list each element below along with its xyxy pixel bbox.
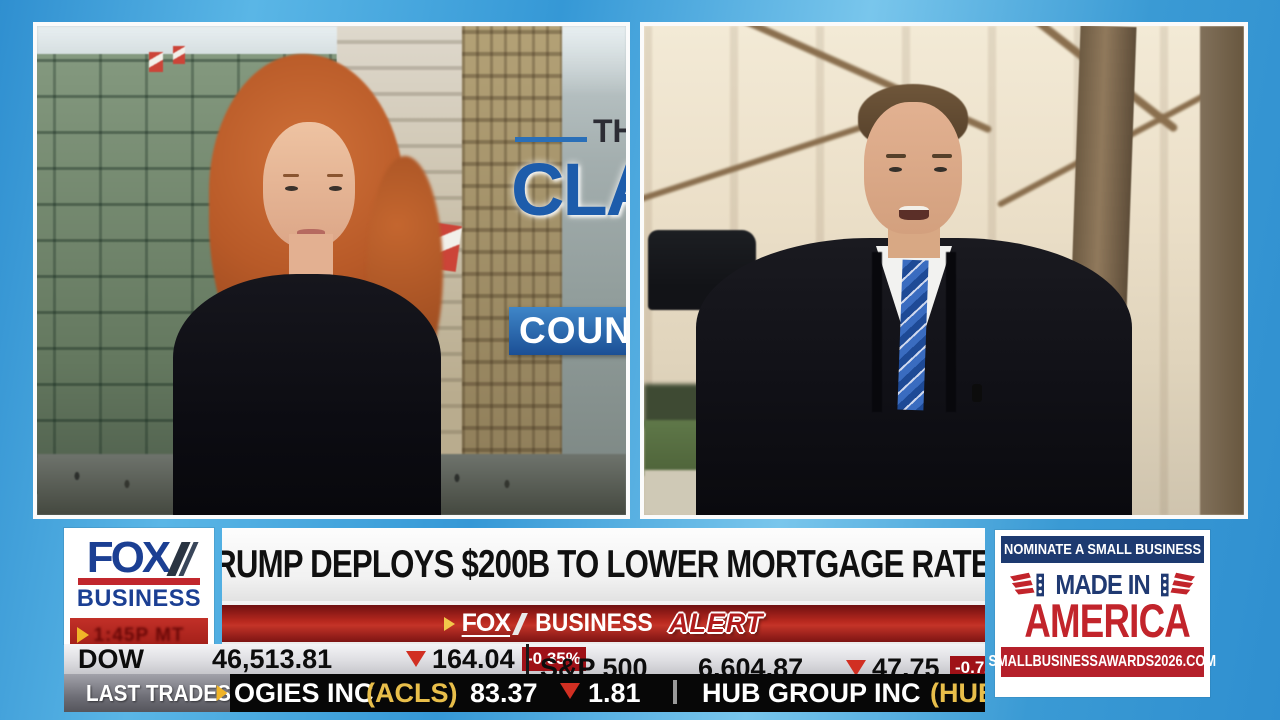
trades-divider: [673, 680, 677, 704]
index-change: 47.75: [872, 653, 940, 674]
guest-eye: [889, 167, 902, 172]
down-arrow-icon: [846, 660, 866, 674]
index-symbol: S&P 500: [540, 653, 648, 674]
fox-logo-underline: [78, 578, 200, 585]
broadcast-time: 1:45P MT: [93, 625, 185, 646]
trade-name: OGIES INC: [234, 678, 374, 708]
trade-symbol: (ACLS): [366, 678, 458, 708]
alert-business-text: BUSINESS: [535, 609, 653, 637]
last-trades-ticker: LAST TRADES OGIES INC (ACLS) 83.37 1.81 …: [64, 674, 985, 712]
index-pct-badge: -0.72%: [950, 656, 985, 674]
fox-slash-icon: [512, 612, 528, 635]
last-trades-label: LAST TRADES: [86, 679, 231, 706]
tree-trunk: [1200, 26, 1244, 515]
headline-bar: TRUMP DEPLOYS $200B TO LOWER MORTGAGE RA…: [222, 528, 985, 601]
trade-name: HUB GROUP INC: [702, 678, 921, 708]
guest-eyebrow: [886, 154, 906, 158]
fox-logo: FOX: [64, 533, 214, 582]
guest-eyebrow: [932, 154, 952, 158]
anchor-eyebrow: [283, 174, 299, 177]
down-arrow-icon: [406, 651, 426, 667]
lower-third-banner: TRUMP DEPLOYS $200B TO LOWER MORTGAGE RA…: [222, 528, 985, 644]
promo-title-line1: MADE IN: [1055, 569, 1150, 600]
flag-wing-icon: [1009, 572, 1044, 597]
trades-scroll-band: OGIES INC (ACLS) 83.37 1.81 HUB GROUP IN…: [230, 674, 985, 712]
promo-url-bar: SMALLBUSINESSAWARDS2026.COM: [989, 647, 1216, 677]
guest-remote-video: [640, 22, 1248, 519]
anchor-eyebrow: [327, 174, 343, 177]
promo-header-bar: NOMINATE A SMALL BUSINESS: [1001, 536, 1204, 563]
index-pct-badge: -0.35%: [522, 647, 586, 671]
guest-eye: [934, 167, 947, 172]
anchor-eye: [285, 186, 298, 191]
index-entry-clipped: S&P 500 6,604.87 47.75 -0.72%: [538, 653, 985, 674]
guest-mouth: [899, 206, 929, 220]
fox-business-alert-bar: FOX BUSINESS ALERT: [222, 605, 985, 642]
anchor-neck: [289, 234, 333, 280]
alert-fox-text: FOX: [461, 609, 511, 637]
last-trades-label-band: LAST TRADES: [64, 674, 231, 712]
show-title-partial-bottom: COUNT: [509, 307, 626, 355]
promo-title-line2-wrap: AMERICA: [1001, 594, 1204, 647]
fox-business-bug: FOX BUSINESS 1:45P MT: [64, 528, 214, 651]
promo-header-text: NOMINATE A SMALL BUSINESS: [1003, 541, 1202, 558]
claman-countdown-graphic: TH CLA COUNT: [491, 113, 626, 401]
anchor-black-top: [173, 274, 441, 515]
index-last: 46,513.81: [212, 644, 333, 674]
flag-wing-icon: [1161, 572, 1196, 597]
anchor-face: [263, 122, 355, 248]
ticker-divider: [526, 644, 529, 674]
market-index-ticker: DOW 46,513.81 164.04 -0.35% S&P 500 6,60…: [64, 644, 985, 674]
alert-label: ALERT: [668, 608, 764, 638]
down-arrow-icon: [560, 683, 580, 699]
index-last: 6,604.87: [698, 653, 804, 674]
trade-price: 83.37: [470, 678, 538, 708]
play-icon: [216, 685, 228, 701]
guest-lapel: [872, 252, 956, 412]
flag: [149, 52, 163, 72]
show-title-partial-mid: CLA: [511, 148, 626, 231]
anchor-lips: [297, 229, 325, 237]
fox-business-text: BUSINESS: [76, 585, 202, 612]
made-in-america-promo: NOMINATE A SMALL BUSINESS MADE IN AMERIC…: [989, 530, 1216, 697]
headline-text: TRUMP DEPLOYS $200B TO LOWER MORTGAGE RA…: [222, 542, 985, 586]
index-symbol: DOW: [78, 644, 144, 674]
graphic-underline: [515, 137, 587, 142]
promo-title-row: MADE IN: [1001, 569, 1204, 600]
promo-title-line2: AMERICA: [1024, 594, 1190, 647]
anchor-eye: [329, 186, 342, 191]
tower-building: [462, 26, 562, 496]
play-icon: [77, 627, 89, 643]
microphone-icon: [972, 384, 982, 402]
flag: [173, 46, 185, 64]
trade-symbol: (HUB: [930, 678, 985, 708]
studio-anchor-video: TH CLA COUNT: [33, 22, 630, 519]
index-change: 164.04: [432, 644, 515, 674]
trade-change: 1.81: [588, 678, 641, 708]
play-icon: [443, 616, 455, 631]
show-title-partial-top: TH: [593, 113, 626, 149]
promo-url: SMALLBUSINESSAWARDS2026.COM: [988, 653, 1217, 670]
fox-logo-text: FOX: [86, 533, 171, 582]
